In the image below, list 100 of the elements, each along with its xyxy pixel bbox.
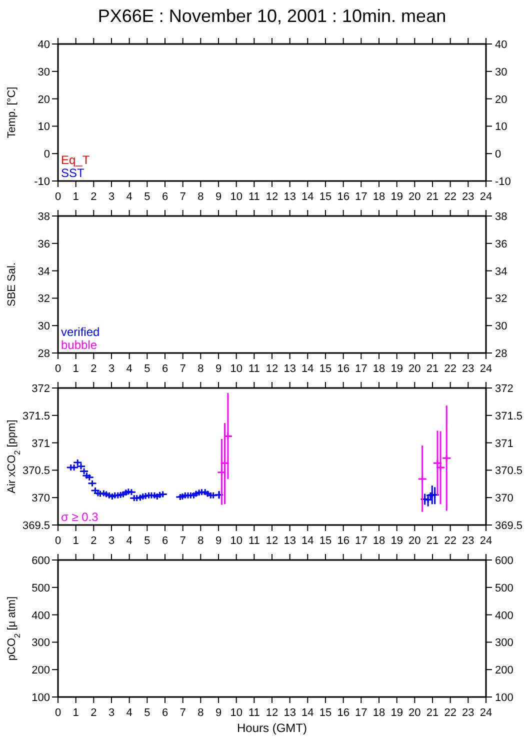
x-tick-label: 13 bbox=[284, 363, 296, 375]
x-tick-label: 24 bbox=[480, 191, 492, 203]
x-tick-label: 18 bbox=[372, 363, 386, 375]
x-tick-label: 15 bbox=[319, 363, 332, 375]
x-tick-label: 18 bbox=[372, 191, 386, 203]
x-tick-label: 13 bbox=[284, 535, 296, 547]
y-tick-label: 34 bbox=[38, 266, 50, 278]
x-tick-label: 21 bbox=[426, 191, 439, 203]
x-tick-label: 16 bbox=[337, 363, 350, 375]
y2-tick-label: 38 bbox=[495, 211, 508, 223]
y-tick-label: 370 bbox=[32, 492, 50, 505]
x-tick-label: 23 bbox=[462, 535, 474, 547]
y-tick-label: 32 bbox=[38, 293, 50, 306]
y2-tick-label: 32 bbox=[495, 293, 508, 306]
y-tick-label: 0 bbox=[44, 148, 50, 161]
y2-tick-label: 600 bbox=[495, 555, 514, 567]
x-tick-label: 4 bbox=[126, 363, 132, 375]
y-tick-label: 371 bbox=[32, 438, 50, 450]
y2-tick-label: 30 bbox=[495, 66, 508, 78]
x-tick-label: 8 bbox=[198, 191, 204, 203]
x-tick-label: 2 bbox=[90, 191, 97, 203]
y2-tick-label: 30 bbox=[495, 320, 508, 333]
x-tick-label: 20 bbox=[408, 363, 421, 375]
x-tick-label: 7 bbox=[180, 363, 186, 375]
x-tick-label: 0 bbox=[54, 707, 62, 719]
x-tick-label: 20 bbox=[408, 707, 421, 719]
x-tick-label: 9 bbox=[215, 707, 222, 719]
x-tick-label: 17 bbox=[355, 191, 368, 203]
y-tick-label: 600 bbox=[32, 555, 50, 567]
x-tick-label: 1 bbox=[72, 707, 79, 719]
x-tick-label: 21 bbox=[426, 707, 439, 719]
x-tick-label: 6 bbox=[162, 707, 168, 719]
x-tick-label: 12 bbox=[266, 535, 278, 547]
y2-tick-label: 370 bbox=[495, 492, 514, 505]
x-tick-label: 18 bbox=[372, 535, 386, 547]
y-tick-label: 38 bbox=[38, 211, 50, 223]
x-tick-label: 2 bbox=[90, 535, 97, 547]
y2-tick-label: -10 bbox=[495, 176, 511, 188]
x-tick-label: 19 bbox=[390, 363, 403, 375]
y-tick-label: 369.5 bbox=[22, 520, 50, 532]
x-tick-label: 19 bbox=[390, 191, 403, 203]
y2-tick-label: 20 bbox=[495, 94, 508, 106]
x-tick-label: 14 bbox=[302, 707, 314, 719]
x-tick-label: 6 bbox=[162, 363, 168, 375]
x-tick-label: 3 bbox=[108, 363, 115, 375]
x-tick-label: 1 bbox=[72, 535, 79, 547]
annotation: Eq_T bbox=[61, 153, 90, 167]
x-tick-label: 9 bbox=[215, 535, 222, 547]
x-tick-label: 23 bbox=[462, 707, 474, 719]
annotation: verified bbox=[61, 325, 100, 339]
x-tick-label: 16 bbox=[337, 707, 350, 719]
x-tick-label: 10 bbox=[230, 363, 242, 375]
x-tick-label: 10 bbox=[230, 707, 242, 719]
y-tick-label: 400 bbox=[32, 610, 50, 622]
x-tick-label: 24 bbox=[480, 535, 492, 547]
x-tick-label: 17 bbox=[355, 535, 368, 547]
x-tick-label: 7 bbox=[180, 535, 186, 547]
x-tick-label: 22 bbox=[444, 363, 456, 375]
x-tick-label: 23 bbox=[462, 363, 474, 375]
y-tick-label: 28 bbox=[38, 348, 50, 360]
y2-tick-label: 28 bbox=[495, 348, 508, 360]
y2-tick-label: 500 bbox=[495, 582, 514, 594]
x-tick-label: 13 bbox=[284, 707, 296, 719]
x-tick-label: 16 bbox=[337, 191, 350, 203]
x-tick-label: 10 bbox=[230, 535, 242, 547]
x-tick-label: 8 bbox=[198, 535, 204, 547]
x-tick-label: 21 bbox=[426, 363, 439, 375]
y2-tick-label: 369.5 bbox=[495, 520, 523, 532]
x-tick-label: 14 bbox=[302, 535, 314, 547]
y-tick-label: 200 bbox=[32, 664, 50, 677]
x-tick-label: 11 bbox=[248, 191, 260, 203]
y2-tick-label: 300 bbox=[495, 637, 514, 650]
text: σ ≥ 0.3 bbox=[61, 510, 99, 524]
y2-tick-label: 371 bbox=[495, 438, 514, 450]
x-tick-label: 19 bbox=[390, 535, 403, 547]
y-axis-title: Temp. [°C] bbox=[6, 86, 18, 138]
x-tick-label: 24 bbox=[480, 707, 492, 719]
y2-tick-label: 0 bbox=[495, 148, 502, 161]
x-tick-label: 24 bbox=[480, 363, 492, 375]
x-tick-label: 14 bbox=[302, 363, 314, 375]
x-tick-label: 6 bbox=[162, 191, 168, 203]
x-tick-label: 0 bbox=[54, 363, 62, 375]
x-tick-label: 6 bbox=[162, 535, 168, 547]
x-tick-label: 9 bbox=[215, 191, 222, 203]
x-tick-label: 11 bbox=[248, 535, 260, 547]
x-tick-label: 22 bbox=[444, 191, 456, 203]
annotation: SST bbox=[61, 166, 86, 180]
x-tick-label: 22 bbox=[444, 707, 456, 719]
x-tick-label: 16 bbox=[337, 535, 350, 547]
y-tick-label: 20 bbox=[38, 94, 50, 106]
x-tick-label: 8 bbox=[198, 363, 204, 375]
y-tick-label: 370.5 bbox=[22, 465, 50, 478]
y2-tick-label: 400 bbox=[495, 610, 514, 622]
x-tick-label: 8 bbox=[198, 707, 204, 719]
y2-tick-label: 371.5 bbox=[495, 410, 523, 422]
y-tick-label: 100 bbox=[32, 692, 50, 704]
x-tick-label: 13 bbox=[284, 191, 296, 203]
x-tick-label: 4 bbox=[126, 535, 132, 547]
x-tick-label: 17 bbox=[355, 707, 368, 719]
x-tick-label: 21 bbox=[426, 535, 439, 547]
